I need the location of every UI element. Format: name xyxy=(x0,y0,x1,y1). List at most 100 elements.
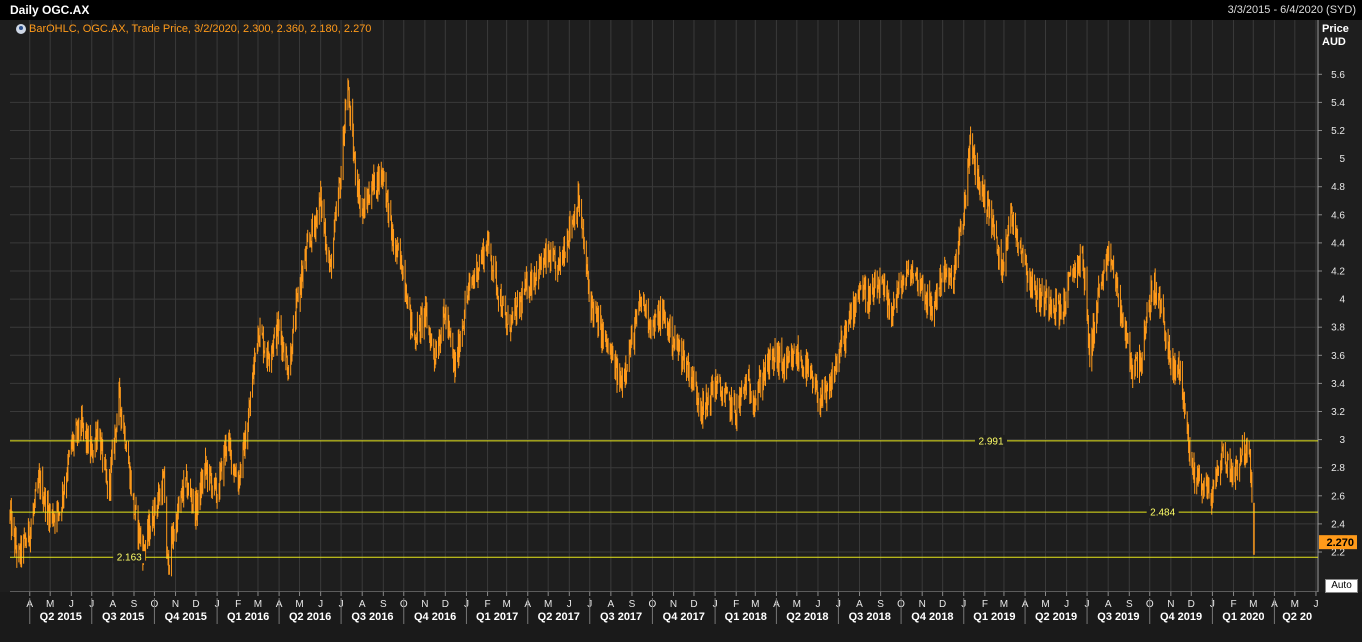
month-tick-label: A xyxy=(110,599,117,610)
last-price-value: 2.270 xyxy=(1326,537,1354,549)
y-tick-label: 3 xyxy=(1339,435,1345,446)
month-tick-label: J xyxy=(318,599,323,610)
month-tick-label: M xyxy=(502,599,510,610)
x-axis-band xyxy=(0,592,1362,642)
month-tick-label: D xyxy=(939,599,946,610)
quarter-tick-label: Q1 2017 xyxy=(476,611,518,623)
level-label-bg xyxy=(113,551,146,564)
month-tick-label: A xyxy=(1105,599,1112,610)
month-tick-label: A xyxy=(856,599,863,610)
month-tick-label: D xyxy=(690,599,697,610)
y-tick-label: 3.2 xyxy=(1331,407,1345,418)
y-tick-label: 5.4 xyxy=(1331,98,1345,109)
y-axis-label: Price AUD xyxy=(1322,23,1349,49)
quarter-tick-label: Q1 2019 xyxy=(973,611,1015,623)
y-tick-label: 5 xyxy=(1339,154,1345,165)
series-legend[interactable]: BarOHLC, OGC.AX, Trade Price, 3/2/2020, … xyxy=(16,23,371,35)
level-label: 2.484 xyxy=(1150,508,1175,519)
quarter-tick-label: Q2 2016 xyxy=(289,611,331,623)
quarter-tick-label: Q1 2016 xyxy=(227,611,269,623)
auto-scale-button[interactable]: Auto xyxy=(1325,579,1358,593)
title-bar: Daily OGC.AX 3/3/2015 - 6/4/2020 (SYD) xyxy=(0,0,1362,20)
level-label: 2.163 xyxy=(117,553,142,564)
globe-icon xyxy=(16,24,26,34)
quarter-tick-label: Q2 2019 xyxy=(1035,611,1077,623)
y-tick-label: 2.8 xyxy=(1331,463,1345,474)
month-tick-label: M xyxy=(544,599,552,610)
legend-text: BarOHLC, OGC.AX, Trade Price, 3/2/2020, … xyxy=(29,23,372,35)
month-tick-label: A xyxy=(608,599,615,610)
chart-title: Daily OGC.AX xyxy=(10,3,90,17)
price-axis-title: Price xyxy=(1322,23,1349,35)
quarter-tick-label: Q1 2020 xyxy=(1222,611,1264,623)
level-label-bg xyxy=(1146,506,1179,519)
y-tick-label: 4.6 xyxy=(1331,210,1345,221)
last-price-tag xyxy=(1319,535,1357,550)
month-tick-label: N xyxy=(670,599,677,610)
month-tick-label: N xyxy=(172,599,179,610)
y-tick-label: 3.8 xyxy=(1331,323,1345,334)
month-tick-label: S xyxy=(131,599,138,610)
month-tick-label: M xyxy=(751,599,759,610)
y-tick-label: 4.8 xyxy=(1331,182,1345,193)
date-range: 3/3/2015 - 6/4/2020 (SYD) xyxy=(1227,4,1356,16)
month-tick-label: M xyxy=(1249,599,1257,610)
y-tick-label: 4.4 xyxy=(1331,238,1345,249)
month-tick-label: S xyxy=(877,599,884,610)
month-tick-label: M xyxy=(793,599,801,610)
month-tick-label: F xyxy=(235,599,241,610)
y-tick-label: 4 xyxy=(1339,295,1345,306)
price-bars xyxy=(9,78,1253,577)
level-label-bg xyxy=(975,434,1007,447)
quarter-tick-label: Q2 2018 xyxy=(786,611,828,623)
month-tick-label: D xyxy=(1188,599,1195,610)
month-tick-label: J xyxy=(1064,599,1069,610)
y-tick-label: 4.2 xyxy=(1331,267,1345,278)
quarter-tick-label: Q3 2019 xyxy=(1097,611,1139,623)
y-tick-label: 2.6 xyxy=(1331,491,1345,502)
quarter-tick-label: Q4 2017 xyxy=(663,611,705,623)
month-tick-label: J xyxy=(69,599,74,610)
y-tick-label: 3.6 xyxy=(1331,351,1345,362)
y-tick-label: 2.2 xyxy=(1331,548,1345,559)
month-tick-label: F xyxy=(733,599,739,610)
month-tick-label: J xyxy=(815,599,820,610)
month-tick-label: M xyxy=(46,599,54,610)
month-tick-label: S xyxy=(629,599,636,610)
month-tick-label: S xyxy=(380,599,387,610)
quarter-tick-label: Q1 2018 xyxy=(725,611,767,623)
y-tick-label: 5.2 xyxy=(1331,126,1345,137)
month-tick-label: N xyxy=(421,599,428,610)
month-tick-label: M xyxy=(1291,599,1299,610)
y-tick-label: 2.4 xyxy=(1331,519,1345,530)
quarter-tick-label: Q4 2019 xyxy=(1160,611,1202,623)
month-tick-label: M xyxy=(254,599,262,610)
month-tick-label: M xyxy=(1041,599,1049,610)
month-tick-label: F xyxy=(485,599,491,610)
month-tick-label: J xyxy=(567,599,572,610)
quarter-tick-label: Q2 2015 xyxy=(40,611,82,623)
month-tick-label: D xyxy=(442,599,449,610)
y-tick-label: 3.4 xyxy=(1331,379,1345,390)
quarter-tick-label: Q3 2017 xyxy=(600,611,642,623)
quarter-tick-label: Q2 20 xyxy=(1282,611,1312,623)
month-tick-label: J xyxy=(1313,599,1318,610)
quarter-tick-label: Q4 2015 xyxy=(165,611,207,623)
month-tick-label: A xyxy=(359,599,366,610)
currency-label: AUD xyxy=(1322,36,1346,48)
quarter-tick-label: Q3 2015 xyxy=(102,611,144,623)
month-tick-label: M xyxy=(1000,599,1008,610)
month-tick-label: F xyxy=(1230,599,1236,610)
level-label: 2.991 xyxy=(978,436,1003,447)
month-tick-label: N xyxy=(1167,599,1174,610)
quarter-tick-label: Q4 2018 xyxy=(911,611,953,623)
month-tick-label: S xyxy=(1126,599,1133,610)
y-tick-label: 5.6 xyxy=(1331,70,1345,81)
month-tick-label: D xyxy=(192,599,199,610)
month-tick-label: F xyxy=(982,599,988,610)
month-tick-label: M xyxy=(295,599,303,610)
quarter-tick-label: Q4 2016 xyxy=(414,611,456,623)
month-tick-label: N xyxy=(919,599,926,610)
